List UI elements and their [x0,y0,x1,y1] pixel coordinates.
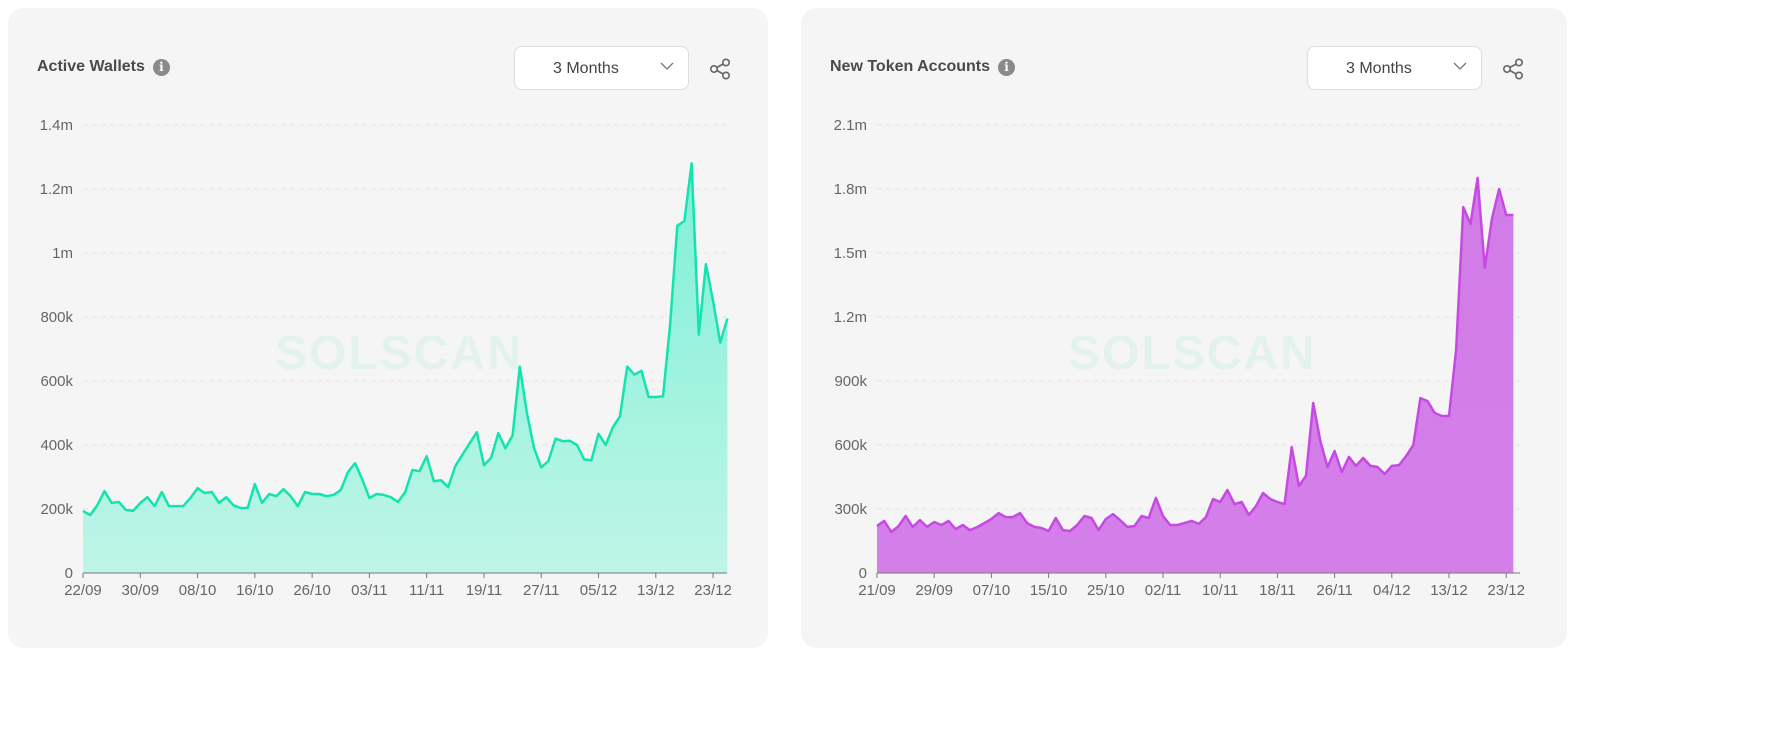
active-wallets-card: SOLSCAN 0 200k 400k 600k 800k 1m 1.2m 1.4m 22/09… [8,8,768,648]
x-tick-label: 27/11 [523,582,559,599]
x-tick-label: 30/09 [122,582,160,599]
y-tick-label: 900k [834,373,867,390]
chevron-down-icon [1453,62,1467,70]
time-range-dropdown[interactable]: 3 Months [514,46,689,90]
x-tick-label: 26/10 [293,582,331,599]
y-tick-label: 0 [859,565,867,582]
x-tick-label: 08/10 [179,582,217,599]
card-title: Active Wallets i [37,58,170,76]
x-tick-label: 07/10 [973,582,1011,599]
y-tick-label: 1.8m [834,181,867,198]
x-tick-label: 13/12 [637,582,675,599]
series-line [876,176,1514,534]
card-title: New Token Accounts i [830,58,1016,76]
y-tick-label: 1.2m [834,309,867,326]
title-text: Active Wallets [37,58,145,75]
y-tick-label: 400k [40,437,73,454]
area-fill [877,177,1514,573]
y-tick-label: 1.2m [40,181,73,198]
x-tick-label: 22/09 [64,582,102,599]
x-tick-label: 18/11 [1259,582,1295,599]
x-tick-label: 11/11 [409,582,444,599]
dropdown-value: 3 Months [1346,60,1412,77]
y-tick-label: 1.4m [40,117,73,134]
x-tick-label: 25/10 [1087,582,1125,599]
series-line [82,162,729,517]
x-tick-label: 29/09 [915,582,953,599]
x-tick-label: 02/11 [1145,582,1181,599]
y-tick-label: 600k [40,373,73,390]
chevron-down-icon [660,62,674,70]
active-wallets-chart: 0 200k 400k 600k 800k 1m 1.2m 1.4m 22/09 30/09 08/… [40,117,732,599]
x-tick-label: 04/12 [1373,582,1411,599]
y-tick-label: 1.5m [834,245,867,262]
info-icon[interactable]: i [998,58,1016,76]
new-token-accounts-card: SOLSCAN 0 300k 600k 900k 1.2m 1.5m 1.8m 2.1m 21/… [801,8,1567,648]
y-tick-label: 2.1m [834,117,867,134]
x-tick-label: 05/12 [580,582,618,599]
y-tick-label: 300k [834,501,867,518]
y-tick-label: 600k [834,437,867,454]
solscan-watermark: SOLSCAN [275,327,524,380]
share-icon[interactable] [1501,57,1525,81]
y-tick-label: 200k [40,501,73,518]
title-text: New Token Accounts [830,58,991,75]
x-tick-label: 23/12 [694,582,732,599]
x-tick-label: 15/10 [1030,582,1068,599]
x-tick-label: 19/11 [466,582,502,599]
x-tick-label: 16/10 [236,582,274,599]
solscan-watermark: SOLSCAN [1068,327,1317,380]
share-icon[interactable] [708,57,732,81]
y-tick-label: 0 [65,565,73,582]
y-tick-label: 1m [52,245,73,262]
x-tick-label: 21/09 [858,582,896,599]
x-tick-label: 26/11 [1316,582,1352,599]
x-tick-label: 10/11 [1202,582,1238,599]
x-tick-label: 23/12 [1487,582,1525,599]
x-tick-label: 13/12 [1430,582,1468,599]
info-icon[interactable]: i [152,58,170,76]
x-tick-label: 03/11 [351,582,387,599]
y-tick-label: 800k [40,309,73,326]
dropdown-value: 3 Months [553,60,619,77]
area-fill [83,163,728,573]
new-token-accounts-chart: 0 300k 600k 900k 1.2m 1.5m 1.8m 2.1m 21/09 29/09 0… [834,117,1525,599]
time-range-dropdown[interactable]: 3 Months [1307,46,1482,90]
